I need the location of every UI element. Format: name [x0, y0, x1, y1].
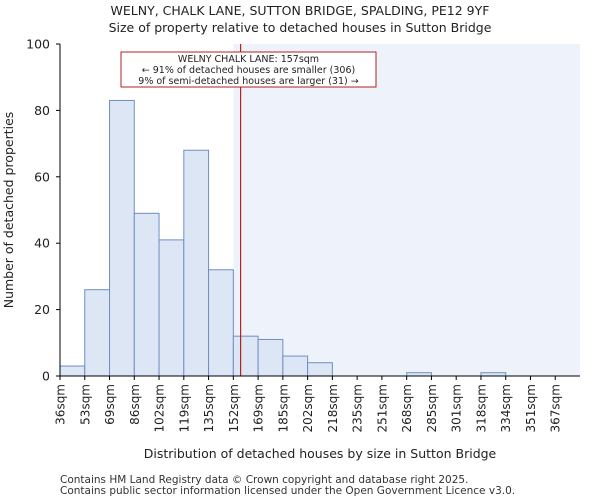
- x-tick-label: 268sqm: [400, 384, 414, 432]
- x-tick-label: 169sqm: [252, 384, 266, 432]
- y-tick-label: 20: [34, 302, 50, 317]
- x-tick-label: 218sqm: [326, 384, 340, 432]
- y-tick-label: 100: [26, 37, 50, 52]
- bar-152sqm: [232, 335, 259, 377]
- x-tick-label: 86sqm: [128, 384, 142, 425]
- y-tick-label: 40: [34, 236, 50, 251]
- x-tick-label: 36sqm: [54, 384, 68, 425]
- x-tick-label: 367sqm: [549, 384, 563, 432]
- x-axis-label: Distribution of detached houses by size …: [144, 446, 497, 461]
- x-tick-label: 119sqm: [177, 384, 191, 432]
- annotation-line-1: WELNY CHALK LANE: 157sqm: [178, 54, 319, 65]
- x-tick-label: 351sqm: [524, 384, 538, 432]
- bar-119sqm: [183, 149, 210, 377]
- bar-69sqm: [109, 99, 135, 377]
- highlight-region: [233, 44, 581, 376]
- x-tick-label: 285sqm: [425, 384, 439, 432]
- x-tick-label: 235sqm: [351, 384, 365, 432]
- y-axis-label: Number of detached properties: [1, 112, 16, 309]
- x-tick-label: 102sqm: [153, 384, 167, 432]
- x-tick-label: 251sqm: [375, 384, 389, 432]
- y-tick-label: 0: [42, 369, 50, 384]
- x-tick-label: 202sqm: [301, 384, 315, 432]
- y-tick-label: 80: [34, 103, 50, 118]
- x-tick-label: 301sqm: [450, 384, 464, 432]
- x-tick-label: 318sqm: [474, 384, 488, 432]
- histogram-chart: 0 20 40 60 80 100 36sqm 53sqm 69sqm 86sqm 102sqm 11…: [1, 37, 581, 461]
- footer-line-1: Contains HM Land Registry data © Crown c…: [60, 474, 469, 486]
- bar-202sqm: [307, 362, 333, 377]
- bar-185sqm: [282, 355, 309, 377]
- annotation-line-2: ← 91% of detached houses are smaller (30…: [142, 65, 355, 76]
- x-tick-label: 135sqm: [202, 384, 216, 432]
- bar-36sqm: [59, 365, 86, 377]
- annotation-line-3: 9% of semi-detached houses are larger (3…: [138, 76, 358, 87]
- chart-subtitle: Size of property relative to detached ho…: [108, 20, 492, 35]
- x-tick-label: 53sqm: [78, 384, 92, 425]
- x-tick-label: 185sqm: [276, 384, 290, 432]
- bar-169sqm: [257, 338, 284, 377]
- x-tick-label: 69sqm: [103, 384, 117, 425]
- y-tick-label: 60: [34, 169, 50, 184]
- bar-86sqm: [133, 212, 160, 377]
- annotation-box: [120, 51, 377, 88]
- bar-135sqm: [208, 269, 234, 377]
- chart-title: WELNY, CHALK LANE, SUTTON BRIDGE, SPALDI…: [110, 3, 490, 18]
- footer-line-2: Contains public sector information licen…: [60, 485, 516, 497]
- x-tick-label: 334sqm: [499, 384, 513, 432]
- x-tick-label: 152sqm: [227, 384, 241, 432]
- bar-102sqm: [158, 239, 185, 377]
- bar-53sqm: [84, 289, 111, 377]
